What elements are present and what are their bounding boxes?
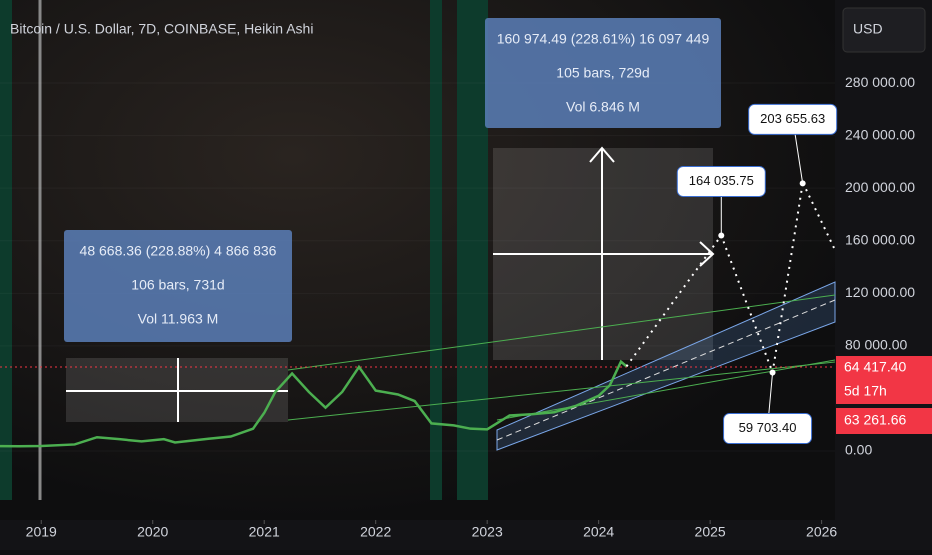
x-tick-label: 2025: [695, 524, 726, 540]
x-tick-label: 2022: [360, 524, 391, 540]
y-tick-label: 160 000.00: [845, 231, 915, 247]
x-tick-label: 2023: [472, 524, 503, 540]
x-tick-label: 2020: [137, 524, 168, 540]
price-axis: [835, 0, 932, 550]
highlight-band: [430, 0, 442, 500]
measure-text: Vol 6.846 M: [566, 99, 640, 115]
measure-text: 48 668.36 (228.88%) 4 866 836: [80, 243, 277, 259]
callout-box: [723, 413, 813, 445]
time-axis: [0, 520, 835, 550]
callout-label: 59 703.40: [739, 420, 797, 435]
measure-text: 160 974.49 (228.61%) 16 097 449: [497, 31, 710, 47]
x-tick-label: 2021: [249, 524, 280, 540]
y-tick-label: 120 000.00: [845, 284, 915, 300]
low-price-box: [836, 408, 932, 434]
arrow-head: [589, 146, 615, 163]
measure-box: 48 668.36 (228.88%) 4 866 836 106 bars, …: [64, 230, 292, 342]
trend-line: [287, 294, 836, 371]
price-line: [0, 359, 628, 448]
y-tick-label: 240 000.00: [845, 126, 915, 142]
last-price-box: [836, 356, 932, 404]
y-tick-label: 0.00: [845, 442, 872, 458]
x-tick-label: 2024: [583, 524, 614, 540]
low-price: 63 261.66: [844, 412, 906, 428]
y-tick-label: 280 000.00: [845, 74, 915, 90]
x-tick-label: 2019: [26, 524, 57, 540]
y-tick-label: 80 000.00: [845, 337, 907, 353]
y-tick-label: 200 000.00: [845, 179, 915, 195]
x-tick-label: 2026: [806, 524, 837, 540]
arrow-head: [699, 241, 715, 267]
highlight-band: [457, 0, 488, 500]
last-price: 64 417.40: [844, 359, 906, 375]
callout-label: 164 035.75: [689, 173, 754, 188]
measure-text: Vol 11.963 M: [138, 311, 219, 327]
highlight-band: [0, 0, 12, 500]
channel: [496, 281, 836, 451]
measure-text: 106 bars, 731d: [131, 277, 224, 293]
currency-label[interactable]: USD: [853, 21, 883, 37]
channel-mid: [496, 299, 836, 441]
chart-title: Bitcoin / U.S. Dollar, 7D, COINBASE, Hei…: [10, 21, 313, 37]
currency-button[interactable]: [842, 7, 926, 53]
callout-label: 203 655.63: [760, 111, 825, 126]
trend-line: [287, 361, 836, 421]
countdown: 5d 17h: [844, 383, 887, 399]
measure-box: 160 974.49 (228.61%) 16 097 449 105 bars…: [485, 18, 721, 128]
measure-text: 105 bars, 729d: [556, 65, 649, 81]
callout-box: [748, 103, 838, 135]
callout-box: [676, 165, 766, 197]
trend-line: [496, 359, 836, 421]
